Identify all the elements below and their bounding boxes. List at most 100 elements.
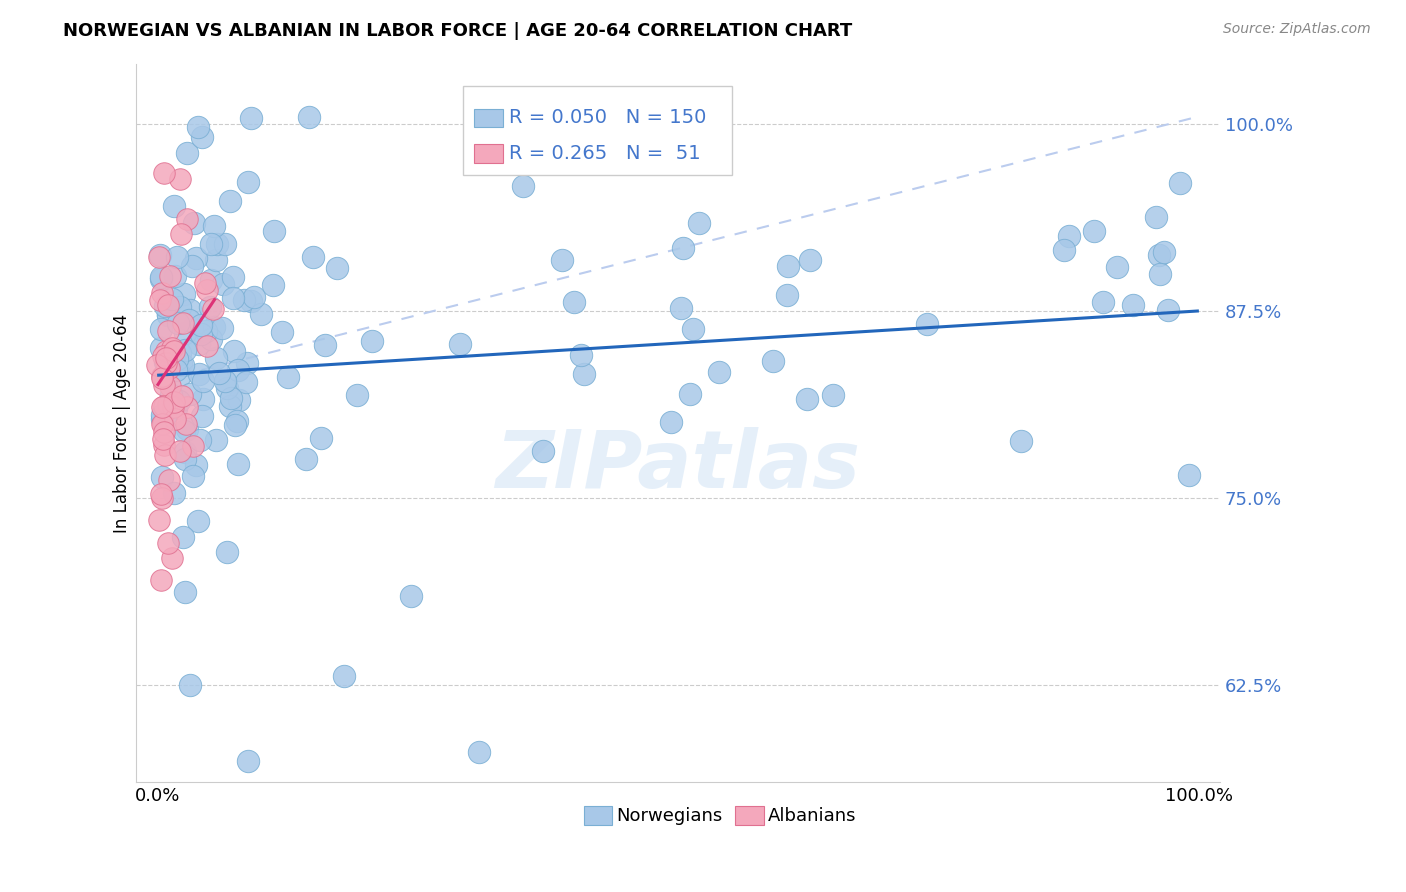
Point xyxy=(172,316,194,330)
Point xyxy=(176,422,198,436)
Point xyxy=(298,110,321,124)
Point xyxy=(150,408,173,422)
Point xyxy=(204,434,226,448)
Point xyxy=(157,473,180,487)
Point xyxy=(176,146,198,161)
Point xyxy=(232,293,254,307)
Point xyxy=(214,374,236,388)
Point xyxy=(157,536,180,550)
Point xyxy=(672,240,695,254)
Point xyxy=(205,351,228,365)
Point xyxy=(169,301,191,315)
Point xyxy=(170,227,193,241)
Text: Albanians: Albanians xyxy=(768,807,856,825)
Point xyxy=(157,397,180,411)
Point xyxy=(174,585,197,599)
Point xyxy=(262,278,284,293)
Point xyxy=(149,270,172,285)
Point xyxy=(160,388,183,402)
Point xyxy=(184,458,207,472)
Point xyxy=(1157,303,1180,318)
Point xyxy=(157,360,180,375)
Point xyxy=(1149,267,1171,281)
Point xyxy=(512,178,534,193)
Point xyxy=(309,431,332,445)
Point xyxy=(200,237,222,252)
Point xyxy=(202,219,225,233)
Point xyxy=(172,358,194,372)
Point xyxy=(150,370,173,384)
Point xyxy=(574,367,596,381)
Point xyxy=(197,283,219,297)
Point xyxy=(183,216,205,230)
Point xyxy=(222,292,245,306)
Point xyxy=(228,393,250,408)
Point xyxy=(207,237,229,252)
Point xyxy=(153,448,176,462)
Point xyxy=(659,415,682,429)
Point xyxy=(188,367,211,381)
Point xyxy=(270,325,292,339)
Point xyxy=(204,320,226,334)
Point xyxy=(195,324,218,338)
Point xyxy=(157,298,180,312)
Point xyxy=(169,357,191,371)
Point xyxy=(191,130,214,145)
Point xyxy=(150,417,173,431)
Point xyxy=(224,417,246,432)
Point xyxy=(200,300,222,314)
Point xyxy=(179,387,201,401)
Point xyxy=(149,487,172,501)
Point xyxy=(669,301,692,316)
Point xyxy=(212,277,235,291)
Point xyxy=(1168,177,1191,191)
Point xyxy=(149,293,172,307)
FancyBboxPatch shape xyxy=(474,109,502,128)
Point xyxy=(569,348,592,362)
Point xyxy=(219,391,242,405)
Point xyxy=(1153,244,1175,259)
Point xyxy=(173,287,195,301)
Point xyxy=(235,375,257,389)
FancyBboxPatch shape xyxy=(474,145,502,163)
Point xyxy=(219,399,242,413)
Point xyxy=(159,379,181,393)
Point xyxy=(174,326,197,340)
Point xyxy=(150,470,173,484)
Point xyxy=(169,345,191,359)
Point xyxy=(177,313,200,327)
Point xyxy=(449,336,471,351)
Point xyxy=(160,550,183,565)
Point xyxy=(163,412,186,426)
Point xyxy=(218,194,240,208)
Point xyxy=(150,401,173,415)
Point xyxy=(173,343,195,357)
Text: Source: ZipAtlas.com: Source: ZipAtlas.com xyxy=(1223,22,1371,37)
Point xyxy=(152,399,174,413)
Point xyxy=(240,111,263,125)
Point xyxy=(204,252,226,267)
Point xyxy=(360,334,382,349)
Text: ZIPatlas: ZIPatlas xyxy=(495,427,860,505)
Point xyxy=(184,251,207,265)
Point xyxy=(172,389,194,403)
Point xyxy=(159,269,181,284)
Point xyxy=(1057,228,1080,243)
Point xyxy=(187,515,209,529)
Point xyxy=(163,358,186,372)
Point xyxy=(250,307,273,321)
FancyBboxPatch shape xyxy=(583,805,612,824)
Point xyxy=(238,754,260,768)
Point xyxy=(155,351,177,366)
Point xyxy=(236,175,259,189)
Point xyxy=(149,341,172,355)
Point xyxy=(153,425,176,439)
Point xyxy=(162,401,184,415)
Point xyxy=(562,294,585,309)
Point xyxy=(149,322,172,336)
Point xyxy=(1010,434,1032,449)
Point xyxy=(314,338,336,352)
Point xyxy=(1105,260,1128,275)
Point xyxy=(294,452,316,467)
Point xyxy=(165,401,187,415)
